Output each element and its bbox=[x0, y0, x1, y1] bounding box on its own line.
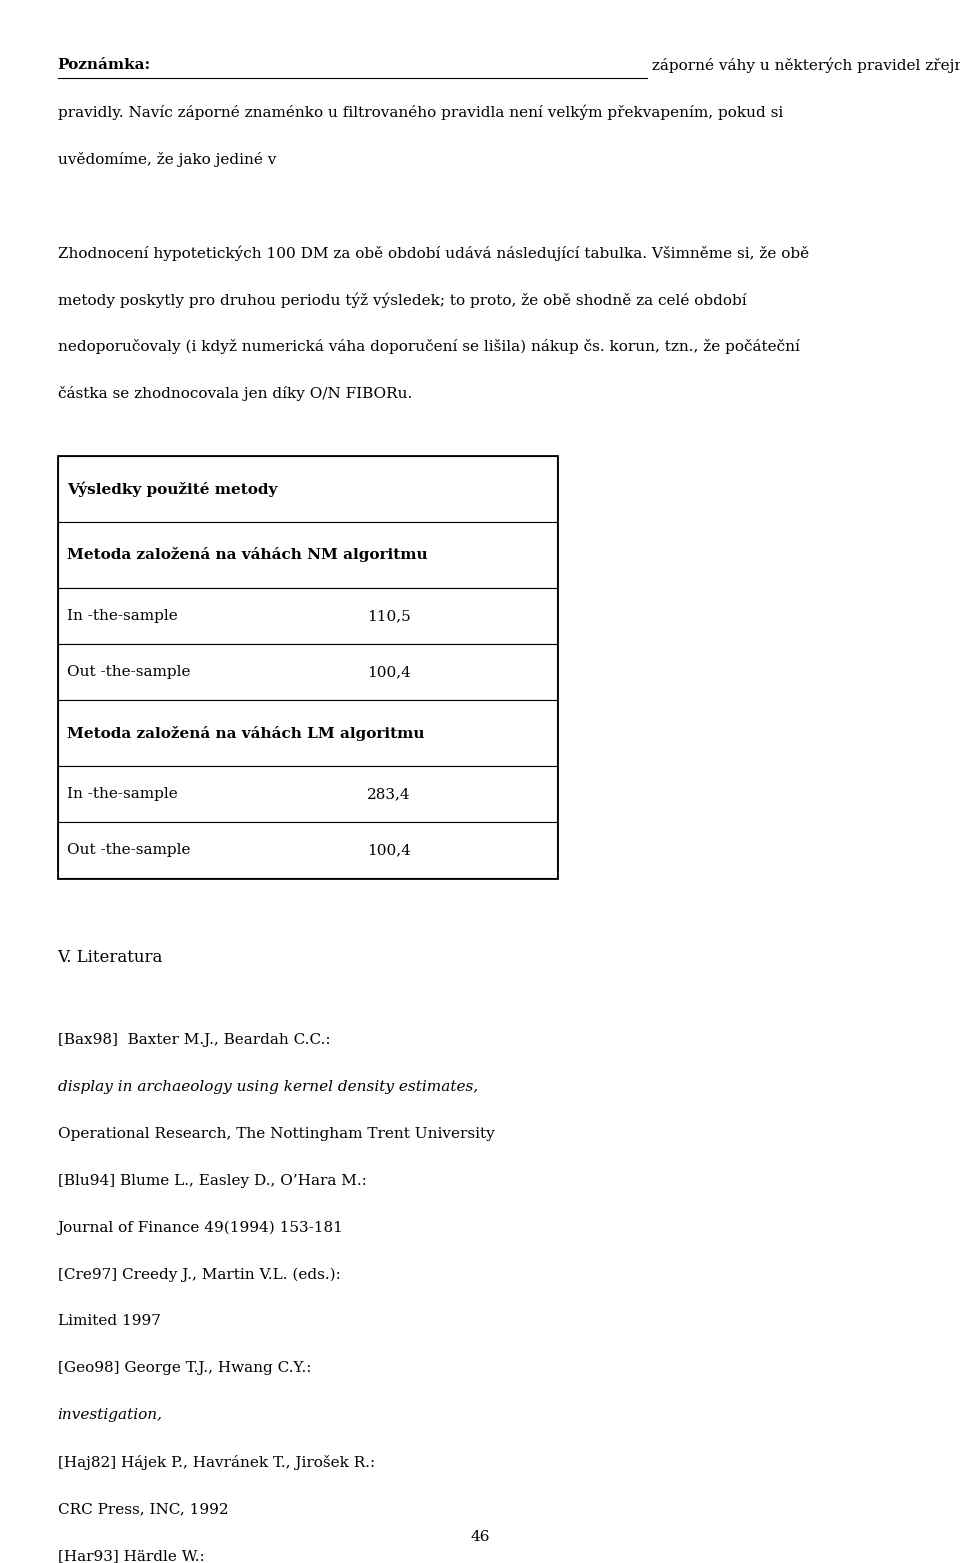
Text: [Haj82] Hájek P., Havránek T., Jirošek R.:: [Haj82] Hájek P., Havránek T., Jirošek R… bbox=[58, 1455, 380, 1471]
Text: uvědomíme, že jako jediné v: uvědomíme, že jako jediné v bbox=[58, 152, 281, 167]
Text: In -the-sample: In -the-sample bbox=[67, 610, 178, 622]
Text: nedoporučovaly (i když numerická váha doporučení se lišila) nákup čs. korun, tzn: nedoporučovaly (i když numerická váha do… bbox=[58, 339, 800, 355]
Text: [Cre97] Creedy J., Martin V.L. (eds.):: [Cre97] Creedy J., Martin V.L. (eds.): bbox=[58, 1268, 346, 1282]
Text: záporné váhy u některých pravidel zřejmě korigují vzájemnou závislost mezi jedno: záporné váhy u některých pravidel zřejmě… bbox=[647, 58, 960, 73]
Text: 283,4: 283,4 bbox=[367, 788, 411, 800]
Text: [Blu94] Blume L., Easley D., O’Hara M.:: [Blu94] Blume L., Easley D., O’Hara M.: bbox=[58, 1174, 372, 1188]
Text: částka se zhodnocovala jen díky O/N FIBORu.: částka se zhodnocovala jen díky O/N FIBO… bbox=[58, 386, 412, 402]
Text: Limited 1997: Limited 1997 bbox=[58, 1314, 160, 1329]
Text: Zhodnocení hypotetických 100 DM za obě období udává následující tabulka. Všimněm: Zhodnocení hypotetických 100 DM za obě o… bbox=[58, 245, 808, 261]
Text: Out -the-sample: Out -the-sample bbox=[67, 666, 191, 678]
Text: [Har93] Härdle W.:: [Har93] Härdle W.: bbox=[58, 1549, 209, 1563]
Text: display in archaeology using kernel density estimates,: display in archaeology using kernel dens… bbox=[58, 1080, 478, 1094]
Bar bbox=[58, 588, 557, 644]
Text: Metoda založená na váhách NM algoritmu: Metoda založená na váhách NM algoritmu bbox=[67, 547, 428, 563]
Text: Metoda založená na váhách LM algoritmu: Metoda založená na váhách LM algoritmu bbox=[67, 725, 424, 741]
Bar bbox=[58, 822, 557, 878]
Text: CRC Press, INC, 1992: CRC Press, INC, 1992 bbox=[58, 1502, 228, 1516]
Text: 110,5: 110,5 bbox=[367, 610, 411, 622]
Bar bbox=[58, 644, 557, 700]
Text: Out -the-sample: Out -the-sample bbox=[67, 844, 191, 857]
Bar bbox=[58, 456, 557, 878]
Text: metody poskytly pro druhou periodu týž výsledek; to proto, že obě shodně za celé: metody poskytly pro druhou periodu týž v… bbox=[58, 292, 746, 308]
Text: Poznámka:: Poznámka: bbox=[58, 58, 151, 72]
Bar bbox=[58, 700, 557, 766]
Text: Journal of Finance 49(1994) 153-181: Journal of Finance 49(1994) 153-181 bbox=[58, 1221, 344, 1235]
Text: In -the-sample: In -the-sample bbox=[67, 788, 178, 800]
Text: [Geo98] George T.J., Hwang C.Y.:: [Geo98] George T.J., Hwang C.Y.: bbox=[58, 1361, 316, 1375]
Bar bbox=[58, 522, 557, 588]
Text: investigation,: investigation, bbox=[58, 1408, 162, 1422]
Text: pravidly. Navíc záporné znaménko u filtrovaného pravidla není velkým překvapením: pravidly. Navíc záporné znaménko u filtr… bbox=[58, 105, 782, 120]
Text: 100,4: 100,4 bbox=[367, 666, 411, 678]
Text: Výsledky použité metody: Výsledky použité metody bbox=[67, 481, 277, 497]
Text: 46: 46 bbox=[470, 1530, 490, 1544]
Text: [Bax98]  Baxter M.J., Beardah C.C.:: [Bax98] Baxter M.J., Beardah C.C.: bbox=[58, 1033, 335, 1047]
Bar bbox=[58, 456, 557, 522]
Text: V. Literatura: V. Literatura bbox=[58, 949, 163, 966]
Bar bbox=[58, 766, 557, 822]
Text: Operational Research, The Nottingham Trent University: Operational Research, The Nottingham Tre… bbox=[58, 1127, 494, 1141]
Text: 100,4: 100,4 bbox=[367, 844, 411, 857]
